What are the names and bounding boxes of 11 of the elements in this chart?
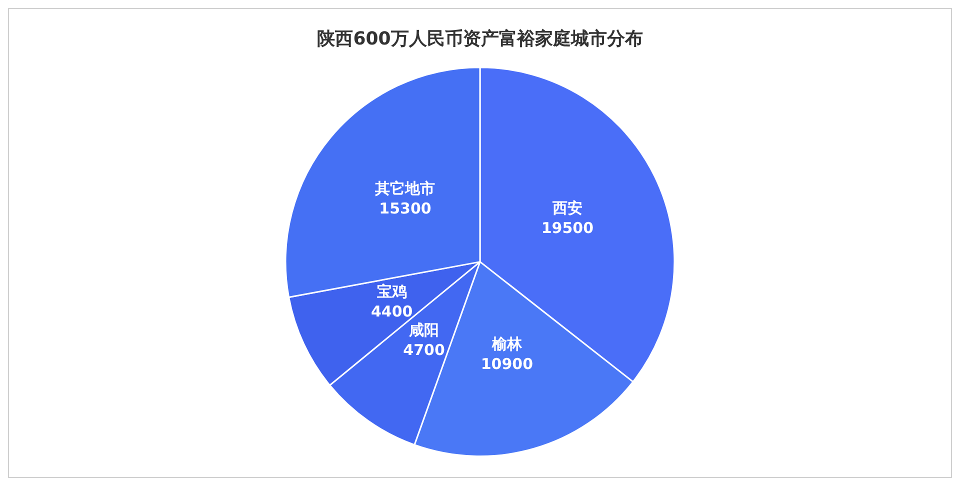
- data-label: 19500: [541, 219, 594, 238]
- slice-label: 榆林: [490, 335, 523, 354]
- data-label: 10900: [480, 355, 534, 374]
- chart-title: 陕西600万人民币资产富裕家庭城市分布: [317, 28, 643, 50]
- data-label: 4700: [403, 341, 445, 360]
- slice-label: 咸阳: [408, 321, 440, 340]
- slice-label: 宝鸡: [376, 282, 407, 301]
- data-label: 15300: [379, 200, 432, 218]
- slice-label: 其它地市: [374, 180, 436, 198]
- slice-label: 西安: [551, 199, 582, 218]
- data-label: 4400: [370, 302, 413, 321]
